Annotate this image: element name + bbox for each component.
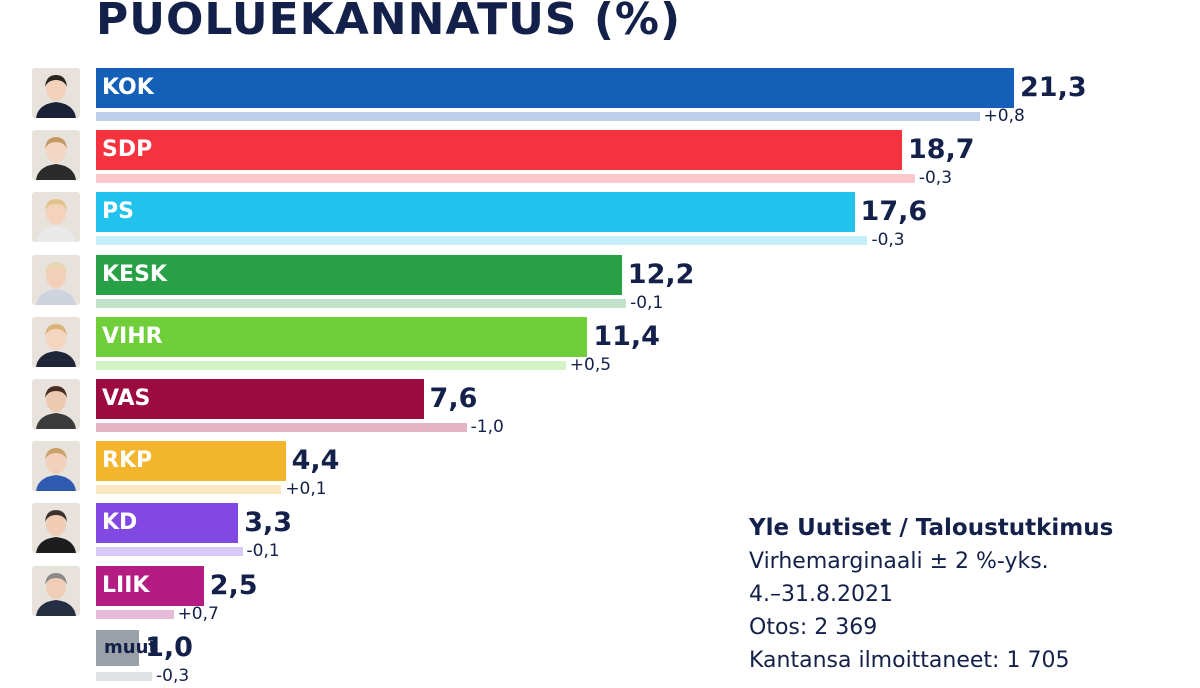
bar-row-rkp: RKP 4,4 +0,1	[0, 441, 1200, 501]
change-label: -0,3	[156, 665, 190, 686]
bar-row-vas: VAS 7,6 -1,0	[0, 379, 1200, 439]
previous-bar-vihr	[96, 360, 566, 370]
bar-sdp: SDP	[96, 130, 902, 171]
previous-bar-vas	[96, 423, 467, 432]
value-label: 7,6	[429, 383, 478, 414]
change-label: +0,1	[285, 479, 327, 500]
party-label: SDP	[102, 137, 153, 163]
person-portrait-icon	[32, 254, 80, 305]
party-label: LIIK	[102, 572, 150, 598]
party-label: KD	[102, 510, 138, 536]
previous-bar-kesk	[96, 298, 627, 308]
sample-size: Otos: 2 369	[749, 615, 878, 640]
survey-period: 4.–31.8.2021	[749, 582, 893, 607]
value-label: 3,3	[244, 507, 293, 539]
person-portrait-icon	[32, 565, 80, 616]
party-label: muut	[104, 636, 157, 658]
bar-row-kok: KOK 21,3 +0,8	[0, 68, 1200, 128]
value-label: 12,2	[627, 258, 695, 290]
value-label: 4,4	[291, 445, 340, 477]
value-label: 21,3	[1020, 72, 1087, 103]
bar-kok: KOK	[96, 68, 1014, 108]
previous-bar-ps	[96, 236, 868, 246]
person-portrait-icon	[32, 316, 80, 367]
bar-row-liik: LIIK 2,5 +0,7	[0, 565, 1200, 626]
person-portrait-icon	[32, 192, 80, 243]
previous-bar-rkp	[96, 485, 282, 495]
change-label: +0,5	[569, 354, 612, 375]
bar-row-sdp: SDP 18,7 -0,3	[0, 130, 1200, 190]
person-portrait-icon	[32, 68, 80, 118]
value-label: 11,4	[593, 320, 660, 352]
bar-rkp: RKP	[96, 441, 286, 482]
bar-row-vihr: VIHR 11,4 +0,5	[0, 316, 1200, 377]
person-portrait-icon	[32, 379, 80, 429]
value-label: 1,0	[145, 631, 193, 663]
change-label: +0,7	[177, 603, 219, 624]
party-label: PS	[102, 199, 134, 225]
change-label: -0,3	[918, 168, 953, 189]
bar-row-ps: PS 17,6 -0,3	[0, 192, 1200, 252]
stated-support-count: Kantansa ilmoittaneet: 1 705	[749, 648, 1070, 673]
change-label: +0,8	[983, 106, 1025, 126]
value-label: 17,6	[860, 196, 928, 228]
bar-kd: KD	[96, 503, 239, 544]
party-label: VIHR	[102, 323, 163, 349]
bar-vas: VAS	[96, 379, 424, 419]
party-label: VAS	[102, 386, 151, 411]
bar-ps: PS	[96, 192, 855, 233]
source-info: Yle Uutiset / Taloustutkimus Virhemargin…	[749, 512, 1189, 677]
previous-bar-sdp	[96, 174, 915, 184]
person-portrait-icon	[32, 441, 80, 492]
chart-title: PUOLUEKANNATUS (%)	[96, 0, 682, 45]
bar-liik: LIIK	[96, 565, 204, 606]
bar-kesk: KESK	[96, 254, 622, 295]
previous-bar-muut	[96, 671, 153, 681]
change-label: -0,3	[871, 230, 905, 251]
previous-bar-kd	[96, 547, 243, 557]
change-label: -1,0	[470, 417, 504, 437]
change-label: -0,1	[630, 292, 664, 313]
bar-row-kesk: KESK 12,2 -0,1	[0, 254, 1200, 315]
person-portrait-icon	[32, 130, 80, 181]
person-portrait-icon	[32, 503, 80, 554]
margin-of-error: Virhemarginaali ± 2 %-yks.	[749, 549, 1049, 574]
change-label: -0,1	[246, 541, 280, 562]
previous-bar-liik	[96, 609, 174, 619]
source-title: Yle Uutiset / Taloustutkimus	[749, 515, 1114, 541]
value-label: 2,5	[209, 569, 258, 601]
party-label: KOK	[102, 75, 154, 100]
value-label: 18,7	[907, 134, 975, 166]
bar-vihr: VIHR	[96, 316, 588, 357]
bar-row-kd: KD 3,3 -0,1	[0, 503, 1200, 563]
party-label: RKP	[102, 448, 153, 474]
bar-muut: muut	[96, 629, 157, 666]
party-label: KESK	[102, 261, 167, 287]
previous-bar-kok	[96, 112, 980, 121]
